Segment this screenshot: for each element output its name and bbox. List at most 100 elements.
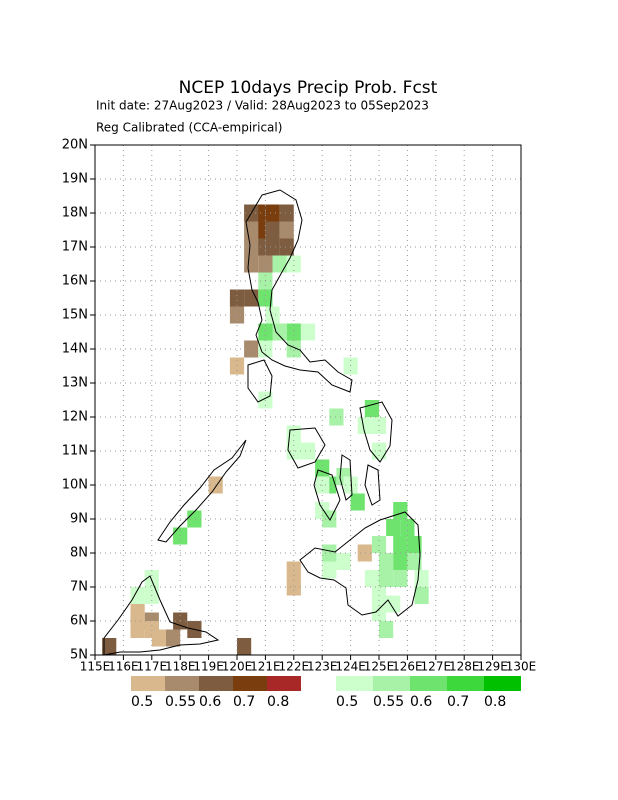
x-tick-label: 122E <box>279 660 310 674</box>
coastline-mindanao <box>299 511 421 617</box>
x-tick-label: 118E <box>165 660 196 674</box>
y-tick-label: 14N <box>62 342 88 357</box>
prob-cell <box>102 638 117 655</box>
prob-cell <box>244 238 259 256</box>
prob-cell <box>244 289 259 307</box>
prob-cell <box>386 519 401 536</box>
coastline-leyte <box>364 464 381 506</box>
prob-cell <box>379 553 394 570</box>
prob-cell <box>300 323 316 341</box>
x-tick-label: 129E <box>477 660 508 674</box>
prob-cell <box>279 221 294 239</box>
legend-label: 0.8 <box>267 694 289 710</box>
legend-swatch <box>233 676 267 691</box>
y-tick-label: 16N <box>62 274 88 289</box>
prob-cell <box>286 323 301 341</box>
prob-cell <box>130 587 145 604</box>
x-tick-label: 123E <box>307 660 338 674</box>
legend-swatch <box>199 676 233 691</box>
prob-cell <box>258 323 273 341</box>
y-tick-label: 7N <box>70 580 88 595</box>
prob-cell <box>414 587 429 604</box>
y-tick-label: 19N <box>62 172 88 187</box>
legend-label: 0.6 <box>410 694 432 710</box>
y-tick-label: 17N <box>62 240 88 255</box>
prob-cell <box>244 340 259 358</box>
legend-label: 0.7 <box>447 694 469 710</box>
prob-cell <box>286 255 301 273</box>
prob-cell <box>258 255 273 273</box>
prob-cell <box>393 536 408 553</box>
legend-label: 0.55 <box>165 694 196 710</box>
prob-cell <box>393 502 408 519</box>
prob-cell <box>229 289 245 307</box>
coastline-palawan <box>157 439 247 543</box>
y-tick-label: 11N <box>62 444 88 459</box>
prob-cell <box>371 604 387 621</box>
prob-cell <box>265 221 280 239</box>
coastline-borneo <box>103 575 220 656</box>
legend-swatch <box>447 676 484 691</box>
legend-swatch <box>165 676 199 691</box>
x-tick-label: 130E <box>506 660 537 674</box>
legend-label: 0.55 <box>373 694 404 710</box>
prob-cell <box>166 629 181 647</box>
y-tick-label: 9N <box>70 512 88 527</box>
prob-cell <box>258 289 273 307</box>
prob-cell <box>272 255 287 273</box>
prob-cell <box>379 570 394 587</box>
x-tick-label: 120E <box>222 660 253 674</box>
legend: 0.5 0.55 0.6 0.7 0.8 0.5 0.55 0.6 0.7 0.8 <box>131 676 521 710</box>
coastline <box>103 189 421 656</box>
x-tick-label: 128E <box>449 660 480 674</box>
prob-cell <box>379 621 394 638</box>
prob-cell <box>393 570 408 587</box>
prob-cell <box>357 417 372 434</box>
legend-swatch <box>336 676 373 691</box>
coastline-luzon <box>245 189 353 393</box>
prob-cell <box>286 340 301 358</box>
coastline-negros <box>313 469 341 521</box>
prob-cell <box>364 570 379 587</box>
prob-cell <box>322 544 337 562</box>
y-tick-label: 8N <box>70 546 88 561</box>
prob-cell <box>130 621 145 638</box>
y-tick-label: 6N <box>70 614 88 629</box>
x-tick-label: 119E <box>193 660 224 674</box>
prob-cell <box>357 544 372 562</box>
coastline-cebu <box>339 454 353 501</box>
x-tick-label: 115E <box>80 660 111 674</box>
legend-swatch <box>373 676 410 691</box>
chart-subtitle: Init date: 27Aug2023 / Valid: 28Aug2023 … <box>96 99 429 113</box>
axes: 115E116E117E118E119E120E121E122E123E124E… <box>62 138 537 674</box>
x-tick-label: 126E <box>392 660 423 674</box>
prob-cell <box>407 553 422 570</box>
y-tick-label: 10N <box>62 478 88 493</box>
prob-cell <box>336 553 351 570</box>
chart-title: NCEP 10days Precip Prob. Fcst <box>179 78 438 98</box>
cells <box>102 204 429 655</box>
x-tick-label: 125E <box>364 660 395 674</box>
prob-cell <box>237 638 252 655</box>
y-tick-label: 12N <box>62 410 88 425</box>
x-tick-label: 121E <box>250 660 281 674</box>
legend-label: 0.7 <box>233 694 255 710</box>
y-tick-label: 5N <box>70 648 88 663</box>
x-tick-label: 124E <box>335 660 366 674</box>
prob-cell <box>187 510 202 528</box>
prob-cell <box>364 400 379 417</box>
prob-cell <box>151 629 166 647</box>
prob-cell <box>244 255 259 273</box>
prob-cell <box>130 604 145 621</box>
legend-swatch <box>484 676 521 691</box>
prob-cell <box>393 553 408 570</box>
prob-cell <box>144 570 159 587</box>
prob-cell <box>286 578 301 596</box>
y-tick-label: 15N <box>62 308 88 323</box>
prob-cell <box>300 442 316 460</box>
x-tick-label: 127E <box>421 660 452 674</box>
y-tick-label: 13N <box>62 376 88 391</box>
prob-cell <box>407 536 422 553</box>
